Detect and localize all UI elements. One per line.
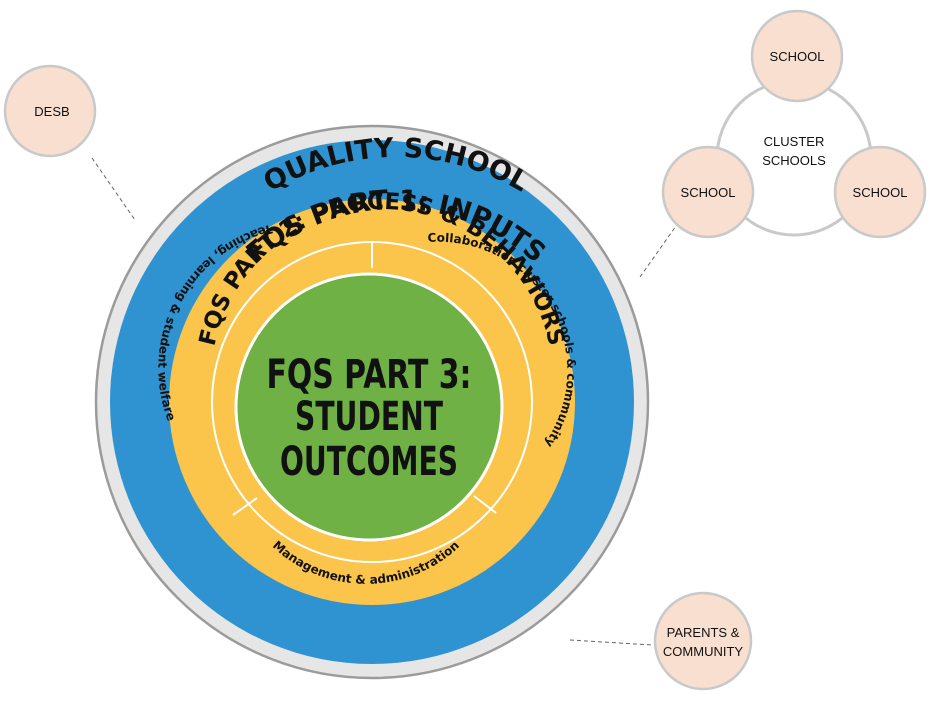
school-node-top (750, 9, 844, 103)
desb-node (3, 64, 97, 158)
connector-cluster (639, 225, 677, 278)
school-top-label: SCHOOL (770, 49, 825, 64)
school-right-label: SCHOOL (853, 185, 908, 200)
core-line-2: STUDENT (295, 394, 443, 440)
cluster-label-line-2: SCHOOLS (762, 153, 826, 168)
school-node-right (833, 145, 927, 239)
segment-divider-right (473, 495, 497, 514)
connector-desb (91, 157, 136, 221)
desb-label: DESB (34, 104, 69, 119)
school-left-label: SCHOOL (681, 185, 736, 200)
student-outcomes-core (234, 272, 504, 542)
cluster-label-line-1: CLUSTER (764, 134, 825, 149)
school-node-left (661, 145, 755, 239)
parents-label-line-1: PARENTS & (667, 625, 740, 640)
core-line-1: FQS PART 3: (267, 352, 472, 398)
parents-community-node (653, 591, 753, 691)
connector-parents (569, 639, 653, 646)
segment-divider-left (232, 497, 258, 516)
parents-label-line-2: COMMUNITY (663, 644, 743, 659)
core-line-3: OUTCOMES (280, 439, 458, 485)
